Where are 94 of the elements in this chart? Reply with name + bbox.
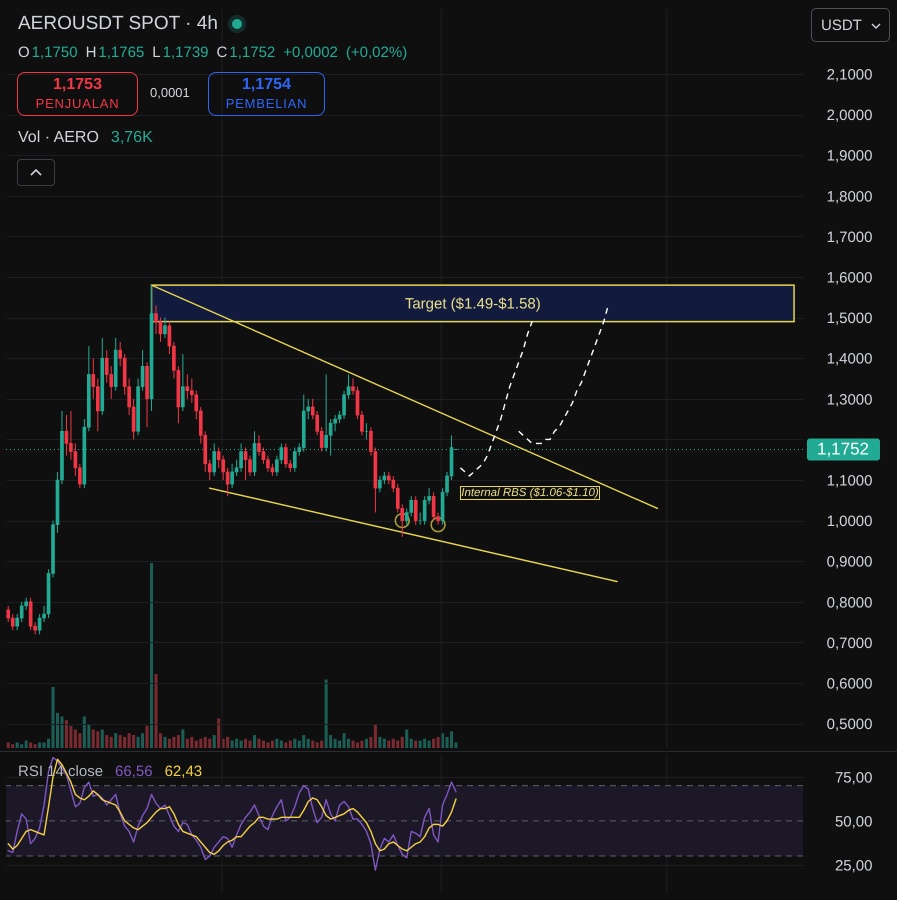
bar [78, 733, 82, 748]
bar [163, 736, 166, 748]
bar [374, 724, 377, 748]
bar [181, 730, 184, 748]
y-tick-label: 25,00 [834, 857, 872, 874]
ref-line-label: 1,1752 [817, 439, 869, 458]
bar [257, 738, 261, 748]
y-tick-label: 1,8000 [826, 188, 872, 206]
bar [16, 742, 19, 748]
y-tick-label: 1,9000 [826, 148, 872, 165]
candlestick [181, 354, 185, 412]
bar [418, 740, 422, 748]
annotation: 0,0001 [150, 85, 190, 101]
bar [217, 718, 220, 748]
annotation: 66,56 [115, 763, 153, 780]
bar [150, 563, 154, 748]
annotation: PEMBELIAN [224, 96, 308, 112]
y-tick-label: 1,7000 [826, 228, 872, 246]
bar [136, 736, 140, 748]
bar [270, 740, 274, 748]
bar [29, 742, 32, 748]
y-tick-label: 2,0000 [826, 107, 872, 124]
chart-title: Vol · AERO [18, 129, 99, 146]
y-tick-label: 0,6000 [826, 676, 872, 693]
bar [252, 735, 256, 748]
bar [105, 735, 108, 748]
y-tick-label: 0,5000 [826, 716, 872, 734]
annotation: 1,1754 [241, 76, 292, 94]
candlestick [414, 496, 418, 526]
y-tick-label: 1,0000 [826, 513, 872, 530]
candlestick [409, 496, 414, 518]
bar [118, 735, 122, 748]
line-series [460, 320, 533, 477]
candlestick [378, 475, 382, 493]
bar [212, 735, 216, 748]
candlestick [387, 471, 391, 485]
y-tick-label: 50,00 [834, 813, 872, 830]
bar [432, 738, 436, 748]
bar [51, 686, 55, 748]
bar [280, 740, 283, 748]
candlestick [284, 442, 288, 468]
bar [288, 740, 292, 748]
bar [311, 740, 314, 748]
candlestick [216, 447, 221, 468]
bar [226, 736, 230, 748]
bar [405, 730, 408, 748]
bar [244, 738, 248, 748]
annotation: 1,1753 [52, 76, 103, 94]
candlestick [10, 614, 15, 631]
y-tick-label: 2,1000 [826, 66, 872, 84]
candlestick [104, 350, 109, 384]
bar [400, 736, 404, 748]
bar [324, 680, 328, 748]
candlestick [6, 605, 10, 623]
sell-price-box: 1,1753 PENJUALAN [17, 72, 138, 116]
bar [114, 733, 118, 748]
annotation: 62,43 [164, 763, 202, 780]
y-tick-label: 0,8000 [826, 594, 872, 612]
y-tick-label: 75,00 [834, 769, 872, 786]
line-series [8, 758, 457, 855]
y-tick-label: 0,9000 [826, 554, 872, 571]
currency-dropdown: USDT [811, 8, 890, 42]
bar [100, 730, 104, 748]
bar [204, 736, 207, 748]
y-tick-label: 1,5000 [826, 310, 872, 328]
bar [356, 742, 360, 748]
candlestick [163, 317, 167, 338]
annotation: 3,76K [110, 129, 153, 146]
bar [360, 740, 364, 748]
y-tick-label: 1,6000 [826, 269, 872, 286]
bar [414, 740, 418, 748]
bar [38, 742, 42, 748]
buy-price-box: 1,1754 PEMBELIAN [208, 72, 325, 116]
annotation: PENJUALAN [34, 96, 120, 112]
bar [176, 735, 180, 748]
bar [450, 731, 454, 748]
band-label: Target ($1.49-$1.58) [404, 295, 541, 312]
y-tick-label: 1,4000 [826, 350, 872, 368]
bar [96, 731, 100, 748]
bar [154, 674, 158, 748]
bar [6, 742, 10, 748]
bar [351, 740, 355, 748]
bar [230, 740, 234, 748]
chart-title: AEROUSDT SPOT · 4h [18, 12, 218, 36]
line-series [8, 756, 457, 871]
annotation: Internal RBS ($1.06-$1.10) [460, 486, 600, 500]
y-tick-label: 1,3000 [826, 391, 872, 408]
y-tick-label: 1,1000 [826, 472, 872, 490]
candlestick [186, 374, 190, 400]
bar [60, 716, 64, 748]
bar [364, 738, 368, 748]
y-tick-label: 0,7000 [826, 634, 872, 652]
bar [146, 726, 149, 748]
bar [382, 738, 386, 748]
